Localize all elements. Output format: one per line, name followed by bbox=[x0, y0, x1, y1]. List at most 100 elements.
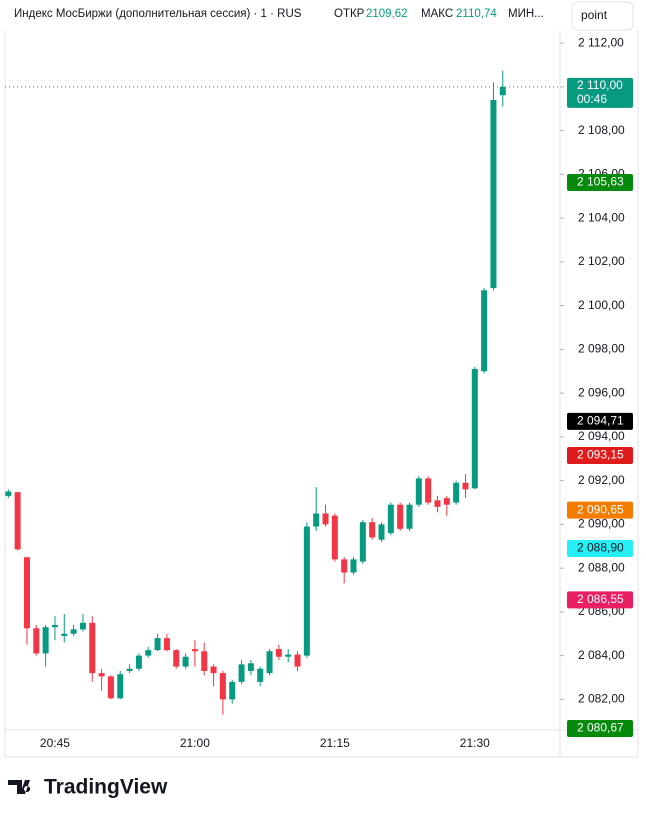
point-button-label[interactable]: point bbox=[581, 8, 608, 22]
candle-body bbox=[163, 638, 170, 651]
price-badge bbox=[567, 719, 633, 737]
point-button[interactable] bbox=[571, 1, 634, 31]
price-badge-label: 2 080,67 bbox=[577, 721, 624, 735]
candle-body bbox=[89, 622, 96, 674]
candle-body bbox=[191, 649, 198, 652]
candle-body bbox=[219, 673, 226, 700]
candle-body bbox=[126, 668, 133, 671]
price-badge bbox=[567, 591, 633, 609]
candle-body bbox=[434, 500, 441, 507]
candle-body bbox=[397, 504, 404, 529]
candle-body bbox=[154, 638, 161, 651]
candle-body bbox=[471, 369, 478, 489]
y-tick-label: 2 092,00 bbox=[578, 473, 625, 487]
candle-body bbox=[61, 633, 68, 636]
countdown: 00:46 bbox=[577, 92, 607, 106]
y-tick-label: 2 102,00 bbox=[578, 254, 625, 268]
candle-body bbox=[173, 650, 180, 667]
candle-body bbox=[294, 654, 301, 667]
candle-body bbox=[79, 622, 86, 630]
candle-body bbox=[350, 559, 357, 573]
candle-body bbox=[33, 628, 40, 654]
price-badge-label: 2 105,63 bbox=[577, 175, 624, 189]
candle-body bbox=[182, 656, 189, 667]
price-badge-label: 2 093,15 bbox=[577, 448, 624, 462]
price-badge bbox=[567, 173, 633, 191]
price-badge bbox=[567, 412, 633, 430]
x-tick-label: 21:00 bbox=[180, 736, 210, 750]
open-value: 2109,62 bbox=[366, 8, 408, 20]
price-badge bbox=[567, 539, 633, 557]
candle-body bbox=[378, 524, 385, 540]
candle-body bbox=[369, 522, 376, 538]
candle-body bbox=[135, 655, 142, 669]
candle-body bbox=[341, 559, 348, 573]
last-price-label: 2 110,00 bbox=[577, 78, 623, 92]
y-tick-label: 2 094,00 bbox=[578, 429, 625, 443]
candle-body bbox=[285, 654, 292, 657]
candle-body bbox=[70, 629, 77, 634]
candle-body bbox=[247, 663, 254, 671]
candle-body bbox=[266, 651, 273, 674]
price-badge-label: 2 094,71 bbox=[577, 414, 624, 428]
candle-body bbox=[229, 681, 236, 700]
candle-body bbox=[313, 513, 320, 527]
candle-body bbox=[210, 666, 217, 674]
candle-body bbox=[42, 627, 49, 654]
high-value: 2110,74 bbox=[456, 8, 497, 20]
title: Индекс МосБиржи (дополнительная сессия) … bbox=[14, 8, 302, 20]
price-badge-label: 2 086,55 bbox=[577, 592, 624, 606]
candle-body bbox=[443, 498, 450, 505]
price-badge bbox=[567, 501, 633, 519]
candle-body bbox=[51, 625, 58, 628]
x-tick-label: 21:15 bbox=[320, 736, 350, 750]
candle-body bbox=[238, 664, 245, 682]
y-tick-label: 2 096,00 bbox=[578, 385, 625, 399]
candle-body bbox=[453, 482, 460, 503]
high-label: МАКС bbox=[421, 8, 453, 20]
candle-body bbox=[145, 650, 152, 656]
y-tick-label: 2 084,00 bbox=[578, 648, 625, 662]
y-tick-label: 2 112,00 bbox=[578, 35, 624, 49]
candle-body bbox=[462, 482, 469, 490]
candle-body bbox=[5, 491, 12, 496]
brand-logo bbox=[8, 780, 31, 794]
candle-body bbox=[14, 492, 21, 550]
x-tick-label: 20:45 bbox=[40, 736, 70, 750]
candle-body bbox=[201, 651, 208, 671]
price-badge-label: 2 088,90 bbox=[577, 541, 624, 555]
y-tick-label: 2 104,00 bbox=[578, 210, 625, 224]
candle-body bbox=[275, 649, 282, 657]
y-tick-label: 2 100,00 bbox=[578, 298, 625, 312]
y-tick-label: 2 088,00 bbox=[578, 560, 625, 574]
candle-body bbox=[117, 674, 124, 699]
brand: TradingView bbox=[44, 776, 168, 799]
y-tick-label: 2 082,00 bbox=[578, 692, 625, 706]
y-tick-label: 2 108,00 bbox=[578, 123, 625, 137]
candle-body bbox=[322, 513, 329, 525]
candle-body bbox=[331, 515, 338, 560]
candle-body bbox=[415, 478, 422, 505]
open-label: ОТКР bbox=[334, 8, 365, 20]
candle-body bbox=[23, 557, 30, 629]
candle-body bbox=[481, 290, 488, 372]
candle-body bbox=[107, 676, 114, 699]
price-badge-label: 2 090,65 bbox=[577, 502, 624, 516]
candle-body bbox=[98, 673, 105, 677]
candle-body bbox=[359, 522, 366, 562]
x-tick-label: 21:30 bbox=[460, 736, 490, 750]
last-price-badge bbox=[567, 77, 633, 108]
candle-body bbox=[499, 86, 506, 96]
candle-body bbox=[406, 504, 413, 529]
candle-body bbox=[303, 526, 310, 656]
candle-body bbox=[257, 668, 264, 682]
candle-body bbox=[425, 478, 432, 503]
low-label: МИН... bbox=[508, 8, 544, 20]
candle-body bbox=[490, 100, 497, 289]
y-tick-label: 2 090,00 bbox=[578, 517, 625, 531]
candle-body bbox=[387, 504, 394, 534]
y-tick-label: 2 098,00 bbox=[578, 342, 625, 356]
price-badge bbox=[567, 446, 633, 464]
